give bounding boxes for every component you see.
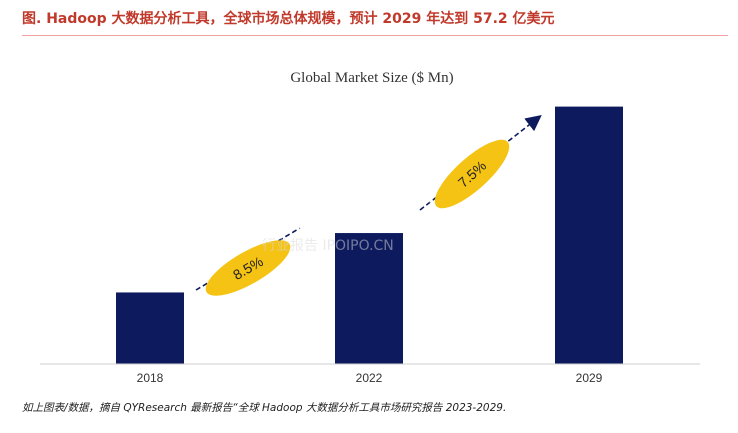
bar-chart: Global Market Size ($ Mn) 2018 2022 2029 8… xyxy=(40,70,700,385)
x-tick-label-2018: 2018 xyxy=(137,371,164,385)
source-note: 如上图表/数据，摘自 QYResearch 最新报告“全球 Hadoop 大数据… xyxy=(22,402,507,414)
bar-2029 xyxy=(555,106,623,364)
cagr-badge-2 xyxy=(434,139,510,209)
title-divider xyxy=(22,35,728,36)
bar-2018 xyxy=(116,292,184,364)
bar-2022 xyxy=(335,233,403,364)
cagr-badge-1 xyxy=(205,240,291,296)
figure-title: 图. Hadoop 大数据分析工具，全球市场总体规模，预计 2029 年达到 5… xyxy=(22,11,555,27)
x-tick-label-2022: 2022 xyxy=(356,371,383,385)
x-tick-label-2029: 2029 xyxy=(576,371,603,385)
chart-title: Global Market Size ($ Mn) xyxy=(290,70,453,86)
